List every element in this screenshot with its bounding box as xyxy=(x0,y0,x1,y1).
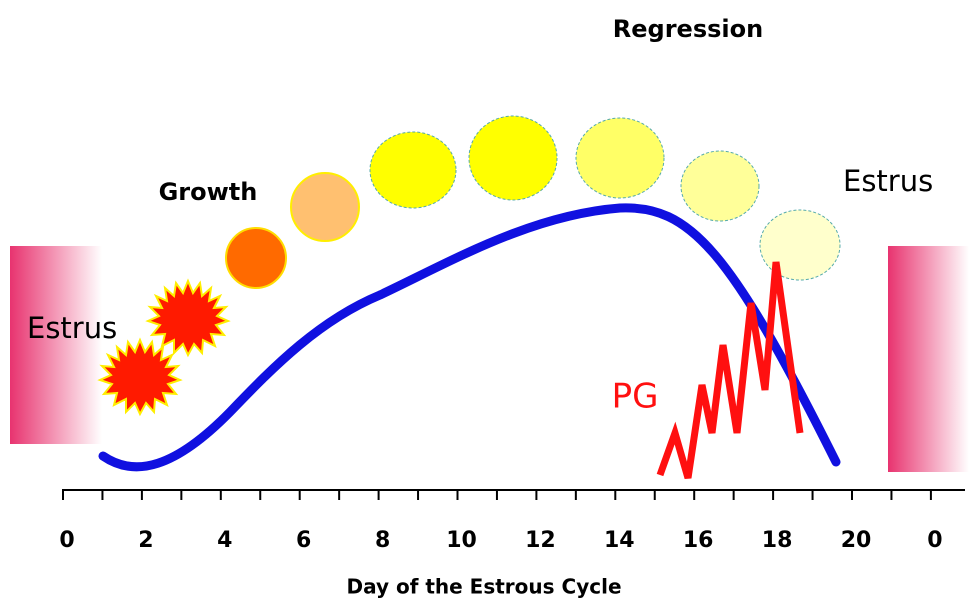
tick-label: 16 xyxy=(683,528,714,553)
follicle xyxy=(225,227,287,289)
axis-ticks xyxy=(62,490,932,500)
label: PG xyxy=(612,377,659,417)
corpus-luteum xyxy=(468,115,558,201)
tick-label: 12 xyxy=(525,528,556,553)
tick-label: 0 xyxy=(59,528,74,553)
corpus-luteum xyxy=(369,131,457,209)
label: Growth xyxy=(159,178,258,206)
tick-label: 4 xyxy=(217,528,232,553)
label: Estrus xyxy=(27,311,117,345)
follicle-star xyxy=(97,337,183,417)
follicle-star xyxy=(145,278,231,358)
estrus-band-left xyxy=(10,246,102,444)
tick-label: 20 xyxy=(841,528,872,553)
tick-label: 8 xyxy=(375,528,390,553)
label: Estrus xyxy=(843,164,933,198)
progesterone-curve xyxy=(98,203,841,472)
corpus-luteum xyxy=(759,209,841,281)
tick-label: 2 xyxy=(138,528,153,553)
estrus-band-right xyxy=(888,246,969,472)
corpus-luteum xyxy=(290,172,360,242)
axis-title: Day of the Estrous Cycle xyxy=(346,575,621,599)
tick-label: 6 xyxy=(296,528,311,553)
tick-label: 10 xyxy=(446,528,477,553)
pg-pulses xyxy=(656,261,804,479)
corpus-luteum xyxy=(575,117,665,199)
tick-label: 18 xyxy=(762,528,793,553)
tick-label: 14 xyxy=(604,528,635,553)
corpus-luteum xyxy=(680,150,760,222)
label: Regression xyxy=(613,15,763,43)
tick-label: 0 xyxy=(927,528,942,553)
